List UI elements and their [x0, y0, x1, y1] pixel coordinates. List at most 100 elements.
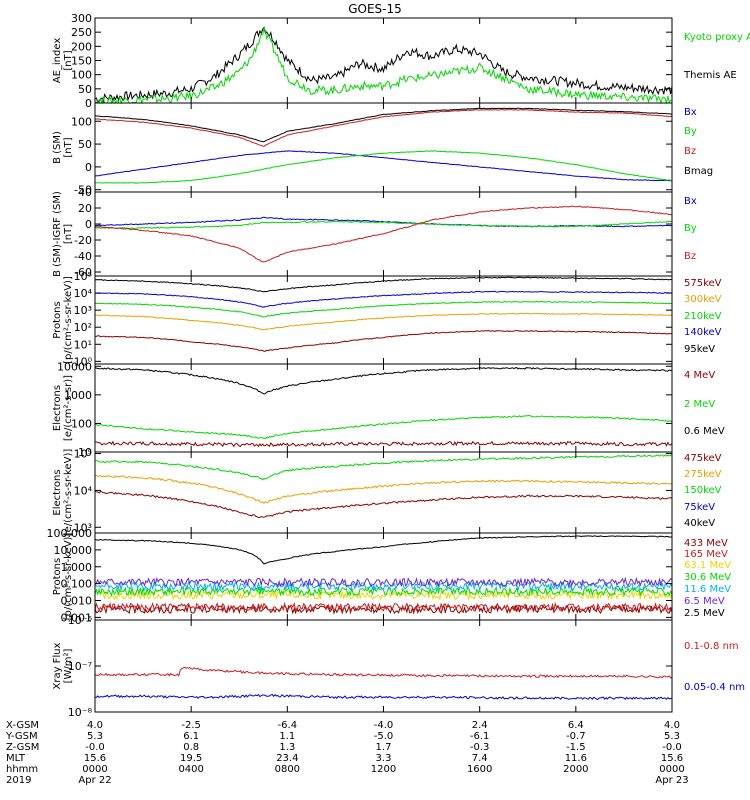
x-row-label: Y-GSM [5, 731, 38, 742]
x-axis-value: 1.7 [376, 742, 392, 753]
x-row-label: 2019 [6, 775, 31, 786]
legend-entry: 165 MeV [684, 549, 728, 560]
legend-entry: Bx [684, 196, 697, 207]
panel-3: -60 -40 -20 0 20 40 B (SM)-IGRF (SM) [nT] Bx By Bz [52, 186, 697, 279]
series-150kev [94, 490, 673, 519]
y-tick-label: 10⁴ [74, 484, 93, 497]
y-tick-label: 10⁰ [74, 355, 93, 368]
x-axis-value: -5.0 [374, 731, 394, 742]
y-tick-label: 100.000 [47, 527, 93, 540]
y-tick-label: 1.000 [61, 561, 93, 574]
y-tick-label: 50 [78, 138, 92, 151]
legend-entry: 0.05-0.4 nm [684, 682, 745, 693]
legend-entry: 475keV [684, 453, 722, 464]
y-tick-label: 10³ [74, 304, 92, 317]
panel-7: 0.001 0.010 0.100 1.000 10.000 100.000 Protons… [47, 527, 732, 624]
x-axis-value: 3.3 [376, 753, 392, 764]
x-axis-value: 5.3 [87, 731, 103, 742]
x-axis-value: 0000 [659, 764, 684, 775]
y-axis-label: [W/m²] [63, 648, 74, 683]
y-axis-label: [nT] [63, 50, 74, 70]
x-axis-value: 1200 [371, 764, 396, 775]
series-475kev [94, 454, 673, 481]
series-4-mev [94, 440, 673, 448]
y-tick-label: 40 [78, 186, 92, 199]
x-axis-value: 19.5 [180, 753, 202, 764]
series-63-1-mev [94, 589, 673, 601]
y-axis-label: [p/(cm²-s-sr-keV)] [63, 533, 74, 621]
x-row-label: hhmm [6, 764, 38, 775]
x-axis-value: Apr 23 [655, 775, 688, 786]
y-tick-label: 100 [71, 69, 92, 82]
y-tick-label: -60 [74, 266, 92, 279]
legend-entry: 433 MeV [684, 538, 728, 549]
x-axis-value: -0.0 [85, 742, 105, 753]
x-axis-value: 15.6 [661, 753, 683, 764]
y-tick-label: 250 [71, 26, 92, 39]
y-tick-label: 10.000 [54, 544, 93, 557]
chart-title: GOES-15 [348, 2, 402, 16]
x-axis-value: 0000 [82, 764, 107, 775]
legend-entry: 0.1-0.8 nm [684, 641, 739, 652]
x-axis-value: 4.0 [87, 720, 103, 731]
y-tick-label: 50 [78, 83, 92, 96]
y-axis-label: Xray Flux [52, 642, 63, 689]
legend-entry: 0.6 MeV [684, 426, 725, 437]
legend-entry: Bz [684, 251, 696, 262]
x-axis-value: -0.0 [662, 742, 682, 753]
y-axis-label: B (SM) [52, 131, 63, 164]
y-axis-label: Protons [52, 301, 63, 338]
y-axis-label: Protons [52, 558, 63, 595]
x-axis-value: 1.3 [279, 742, 295, 753]
series-300kev [95, 312, 673, 331]
x-axis-value: -0.3 [470, 742, 490, 753]
x-axis-value: 6.1 [183, 731, 199, 742]
x-axis-value: -6.4 [278, 720, 298, 731]
y-tick-label: 0 [85, 218, 92, 231]
y-tick-label: 10000 [57, 360, 92, 373]
legend-entry: 11.6 MeV [684, 584, 731, 595]
y-tick-label: 200 [71, 40, 92, 53]
legend-entry: 75keV [684, 502, 715, 513]
x-axis-value: 7.4 [472, 753, 488, 764]
x-row-label: X-GSM [6, 720, 39, 731]
legend-entry: By [684, 223, 697, 234]
legend-entry: 2.5 MeV [684, 608, 725, 619]
legend-entry: 63.1 MeV [684, 560, 731, 571]
x-axis-value: -0.7 [566, 731, 586, 742]
y-axis-label: [nT] [63, 137, 74, 157]
x-axis-value: 0.8 [183, 742, 199, 753]
series-275kev [94, 474, 673, 505]
y-tick-label: 10⁻⁷ [68, 660, 92, 673]
legend-entry: 30.6 MeV [684, 572, 731, 583]
x-axis-value: 11.6 [565, 753, 587, 764]
y-tick-label: -40 [74, 250, 92, 263]
y-tick-label: -20 [74, 234, 92, 247]
x-row-label: MLT [6, 753, 26, 764]
x-axis-value: 1.1 [279, 731, 295, 742]
panel-4: 10⁰ 10¹ 10² 10³ 10⁴ 10⁵ Protons [p/(cm²-s-sr-ke… [52, 270, 722, 368]
panel-frame [94, 363, 673, 453]
y-axis-label: AE_index [52, 38, 63, 84]
x-axis-value: 6.4 [568, 720, 584, 731]
y-tick-label: 10³ [74, 521, 92, 534]
series-140kev [94, 290, 673, 308]
series-by [94, 150, 673, 184]
x-axis-value: -1.5 [566, 742, 586, 753]
legend-entry: 275keV [684, 469, 722, 480]
series-0-6-mev [94, 367, 673, 395]
y-tick-label: 10² [74, 321, 92, 334]
legend-entry: 575keV [684, 278, 722, 289]
legend-entry: Bmag [684, 166, 713, 177]
y-tick-label: 10¹ [74, 338, 92, 351]
legend-entry: 210keV [684, 311, 722, 322]
y-axis-label: [e/(cm²-s-sr-keV)] [63, 449, 74, 537]
legend-entry: 150keV [684, 485, 722, 496]
panel-8: 10⁻⁸ 10⁻⁷ 10⁻⁶ Xray Flux [W/m²] 0.1-0.8 nm 0.0… [52, 614, 745, 719]
x-axis-value: -2.5 [181, 720, 201, 731]
panel-6: 10³ 10⁴ 10⁵ Electrons [e/(cm²-s-sr-keV)] 475k… [52, 448, 722, 537]
legend-entry: Kyoto proxy AE [684, 32, 750, 43]
